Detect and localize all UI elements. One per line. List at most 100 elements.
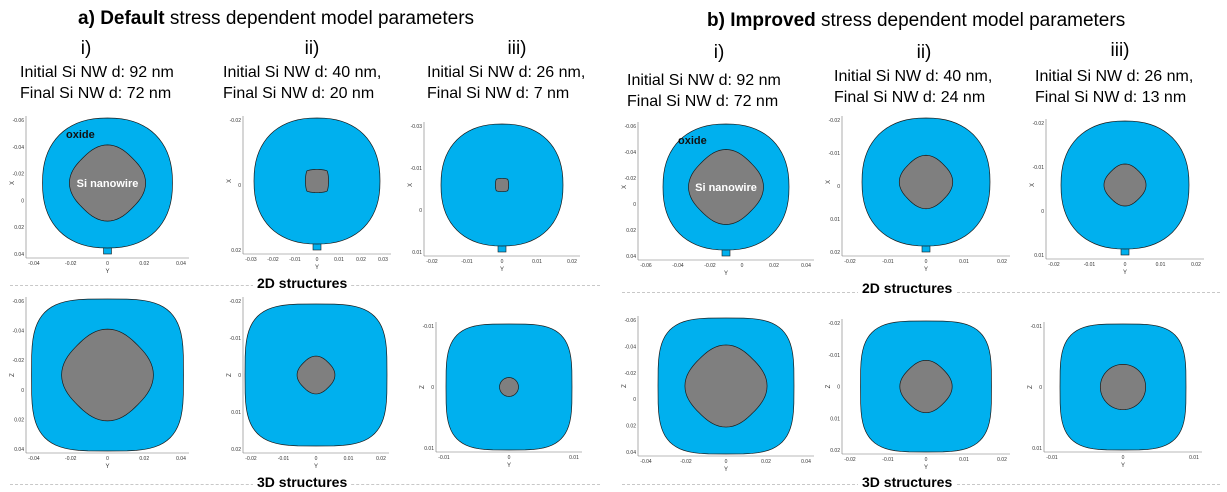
x-tick-label: -0.01 xyxy=(289,257,301,263)
si-nanowire-label: Si nanowire xyxy=(695,182,757,194)
horizontal-axis-label: Y xyxy=(507,463,511,469)
x-tick-label: 0.02 xyxy=(139,261,149,267)
initial-diameter: Initial Si NW d: 92 nm xyxy=(20,64,174,81)
panel-a-col-iii-label: iii) xyxy=(507,38,527,59)
y-tick-label: 0 xyxy=(1039,385,1042,391)
y-tick-label: -0.04 xyxy=(13,329,25,335)
x-tick-label: 0.01 xyxy=(344,456,354,462)
horizontal-axis-label: Y xyxy=(924,267,928,273)
x-tick-label: 0 xyxy=(106,456,109,462)
x-tick-label: 0.03 xyxy=(378,257,388,263)
vertical-axis-label: X xyxy=(408,183,414,187)
y-tick-label: -0.06 xyxy=(625,124,637,130)
x-tick-label: -0.02 xyxy=(680,459,692,465)
y-tick-label: 0.02 xyxy=(830,250,840,256)
y-tick-label: -0.02 xyxy=(230,118,242,124)
vertical-axis-label: X xyxy=(227,179,233,183)
x-tick-label: -0.01 xyxy=(882,259,894,265)
x-tick-label: 0 xyxy=(501,259,504,265)
y-tick-label: 0 xyxy=(238,373,241,379)
y-tick-label: 0.04 xyxy=(626,254,636,260)
y-tick-label: -0.01 xyxy=(1031,324,1043,330)
y-tick-label: -0.01 xyxy=(1033,165,1045,171)
x-tick-label: -0.04 xyxy=(672,263,684,269)
vertical-axis-label: X xyxy=(10,181,16,185)
si-nanowire-core xyxy=(898,154,954,210)
y-tick-label: 0 xyxy=(837,385,840,391)
x-tick-label: -0.01 xyxy=(882,457,894,463)
x-tick-label: -0.02 xyxy=(844,259,856,265)
cross-section-a-iii-2d: -0.03 -0.01 0 0.01 -0.02 -0.01 0 0.01 0.02 X Y xyxy=(408,122,580,273)
x-tick-label: -0.01 xyxy=(278,456,290,462)
panel-b-col-iii-label: iii) xyxy=(1110,40,1130,61)
y-tick-label: -0.01 xyxy=(829,151,841,157)
x-tick-label: 0.02 xyxy=(1191,262,1201,268)
initial-diameter: Initial Si NW d: 40 nm, xyxy=(834,68,993,85)
x-tick-label: 0.04 xyxy=(176,456,186,462)
y-tick-label: 0 xyxy=(633,397,636,403)
x-tick-label: 0.01 xyxy=(569,455,579,461)
y-tick-label: 0.02 xyxy=(231,447,241,453)
x-tick-label: 0 xyxy=(315,456,318,462)
y-tick-label: 0.02 xyxy=(231,248,241,254)
x-tick-label: 0.02 xyxy=(139,456,149,462)
si-nanowire-core xyxy=(499,377,519,397)
cross-section-a-ii-2d: -0.02 0 0.02 -0.03 -0.02 -0.01 0 0.01 0.02 0.03 X Y xyxy=(227,116,391,271)
panel-b-title-rest: stress dependent model parameters xyxy=(821,10,1126,31)
vertical-axis-label: Z xyxy=(826,384,832,388)
y-tick-label: -0.02 xyxy=(230,299,242,305)
y-tick-label: -0.01 xyxy=(230,336,242,342)
panel-b-col-i-label: i) xyxy=(713,42,725,63)
horizontal-axis-label: Y xyxy=(1123,270,1127,276)
initial-diameter: Initial Si NW d: 26 nm, xyxy=(427,64,586,81)
x-tick-label: 0.01 xyxy=(1189,455,1199,461)
cross-section-b-ii-2d: -0.02 -0.01 0 0.01 0.02 -0.02 -0.01 0 0.01 0.02 X Y xyxy=(826,116,1010,273)
x-tick-label: 0 xyxy=(1124,262,1127,268)
horizontal-axis-label: Y xyxy=(924,465,928,471)
x-tick-label: -0.06 xyxy=(640,263,652,269)
cross-section-a-i-3d: -0.06 -0.04 -0.02 0 0.02 0.04 -0.04 -0.02 0 0.02 0… xyxy=(10,297,189,470)
horizontal-axis-label: Y xyxy=(724,271,728,277)
y-tick-label: 0.02 xyxy=(626,228,636,234)
y-tick-label: 0 xyxy=(238,183,241,189)
si-nanowire-core xyxy=(61,328,154,422)
y-tick-label: -0.01 xyxy=(423,324,435,330)
x-tick-label: -0.02 xyxy=(704,263,716,269)
x-tick-label: 0.01 xyxy=(532,259,542,265)
final-diameter: Final Si NW d: 72 nm xyxy=(20,85,172,102)
y-tick-label: -0.02 xyxy=(13,358,25,364)
x-tick-label: 0 xyxy=(508,455,511,461)
vertical-axis-label: Z xyxy=(622,384,628,388)
cross-section-a-ii-3d: -0.02 -0.01 0 0.01 0.02 -0.02 -0.01 0 0.01 0.02 Z Y xyxy=(227,297,389,470)
panel-b-2d-label: 2D structures xyxy=(858,280,957,296)
y-tick-label: -0.04 xyxy=(625,150,637,156)
final-diameter: Final Si NW d: 13 nm xyxy=(1035,89,1187,106)
cross-section-a-i-2d: -0.06 -0.04 -0.02 0 0.02 0.04 -0.04 -0.02 0 0.02 0… xyxy=(10,116,189,275)
panel-a-title-rest: stress dependent model parameters xyxy=(169,8,475,29)
si-nanowire-core xyxy=(1103,163,1147,207)
panel-b-title: b) Improved stress dependent model param… xyxy=(707,10,1125,32)
y-tick-label: 0 xyxy=(419,208,422,214)
y-tick-label: 0 xyxy=(21,388,24,394)
x-tick-label: -0.02 xyxy=(65,456,77,462)
panel-b-title-bold: Improved xyxy=(730,10,816,31)
x-tick-label: -0.01 xyxy=(1084,262,1096,268)
vertical-axis-label: Z xyxy=(227,373,233,377)
si-nanowire-core xyxy=(296,355,336,395)
si-nanowire-core xyxy=(688,149,764,225)
x-tick-label: -0.04 xyxy=(640,459,652,465)
x-tick-label: 0.02 xyxy=(997,259,1007,265)
y-tick-label: -0.06 xyxy=(625,318,637,324)
x-tick-label: -0.01 xyxy=(1046,455,1058,461)
cross-section-b-i-2d: -0.06 -0.04 -0.02 0 0.02 0.04 -0.06 -0.04 -0.02 0… xyxy=(622,122,814,277)
x-tick-label: -0.02 xyxy=(1048,262,1060,268)
horizontal-axis-label: Y xyxy=(315,265,319,271)
x-tick-label: 0.01 xyxy=(1156,262,1166,268)
x-tick-label: 0 xyxy=(925,259,928,265)
x-tick-label: 0.04 xyxy=(176,261,186,267)
x-tick-label: -0.02 xyxy=(245,456,257,462)
panel-a-prefix: a) xyxy=(78,8,95,29)
x-tick-label: 0.04 xyxy=(801,459,811,465)
y-tick-label: -0.04 xyxy=(625,344,637,350)
x-tick-label: -0.02 xyxy=(844,457,856,463)
